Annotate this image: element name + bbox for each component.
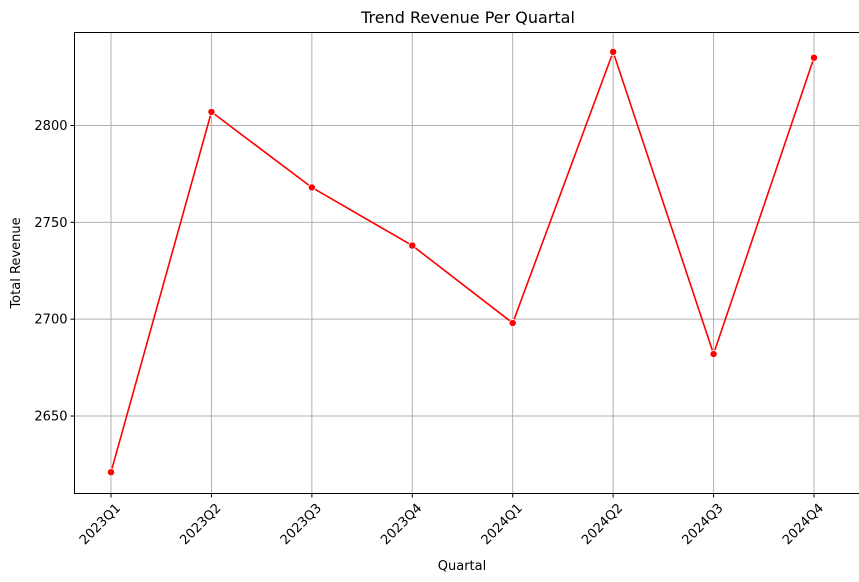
x-tick-label: 2024Q1 bbox=[479, 501, 526, 548]
series-layer bbox=[107, 47, 819, 477]
series-line bbox=[110, 51, 815, 473]
x-tick-label: 2024Q2 bbox=[579, 501, 626, 548]
x-tick-label: 2024Q4 bbox=[780, 501, 827, 548]
data-point bbox=[810, 53, 819, 62]
y-axis-label: Total Revenue bbox=[9, 217, 24, 309]
data-point bbox=[107, 468, 116, 477]
x-axis-label: Quartal bbox=[438, 559, 486, 574]
data-point bbox=[408, 241, 417, 250]
x-tick-label: 2023Q2 bbox=[177, 501, 224, 548]
data-point bbox=[207, 107, 216, 116]
x-tick-label: 2023Q4 bbox=[378, 501, 425, 548]
grid bbox=[74, 32, 859, 494]
x-tick-label: 2023Q3 bbox=[278, 501, 325, 548]
y-tick-label: 2800 bbox=[34, 119, 67, 134]
plot-frame bbox=[74, 32, 859, 494]
data-point bbox=[709, 350, 718, 359]
data-point bbox=[609, 47, 618, 56]
x-tick-label: 2024Q3 bbox=[680, 501, 727, 548]
y-tick-label: 2700 bbox=[34, 313, 67, 328]
data-point bbox=[307, 183, 316, 192]
data-point bbox=[508, 319, 517, 328]
x-tick-label: 2023Q1 bbox=[77, 501, 124, 548]
chart-title: Trend Revenue Per Quartal bbox=[360, 8, 575, 27]
y-tick-label: 2750 bbox=[34, 216, 67, 231]
x-axis: 2023Q1 2023Q2 2023Q3 2023Q4 2024Q1 2024Q2 2024… bbox=[77, 493, 827, 548]
y-axis: 2650 2700 2750 2800 bbox=[34, 119, 75, 425]
y-tick-label: 2650 bbox=[34, 410, 67, 425]
